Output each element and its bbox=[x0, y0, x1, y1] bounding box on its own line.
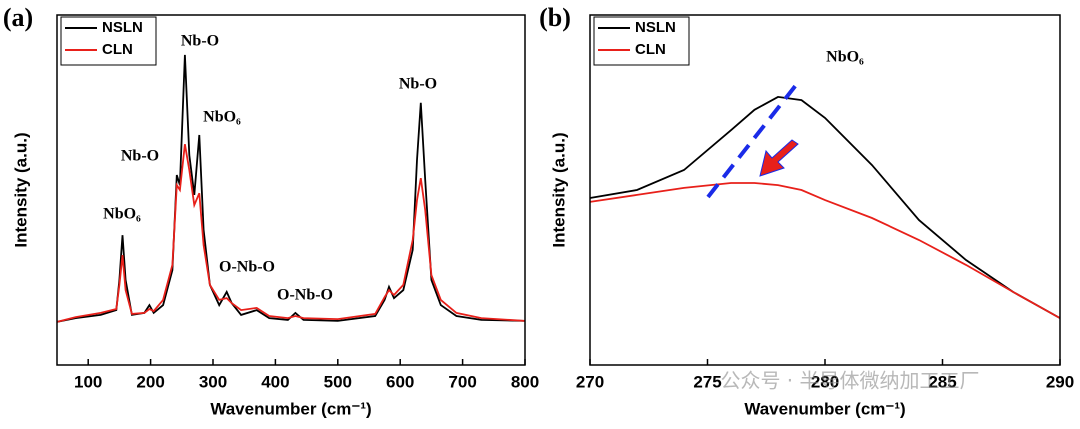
panel-label: (b) bbox=[539, 3, 571, 32]
legend-label: CLN bbox=[635, 41, 666, 58]
legend-label: CLN bbox=[102, 41, 133, 58]
plot-frame bbox=[589, 14, 1061, 366]
legend-box bbox=[593, 16, 690, 66]
x-tick-label: 800 bbox=[511, 372, 539, 391]
x-tick-label: 400 bbox=[261, 372, 289, 391]
x-tick-label: 275 bbox=[693, 372, 721, 391]
legend-label: NSLN bbox=[635, 19, 676, 36]
x-tick-label: 500 bbox=[324, 372, 352, 391]
panel-label: (a) bbox=[3, 3, 33, 32]
data-line bbox=[56, 144, 526, 323]
x-tick-label: 200 bbox=[136, 372, 164, 391]
x-tick-label: 100 bbox=[74, 372, 102, 391]
x-tick-label: 300 bbox=[199, 372, 227, 391]
peak-annotation: O-Nb-O bbox=[219, 259, 275, 276]
peak-annotation: O-Nb-O bbox=[277, 287, 333, 304]
peak-annotation: Nb-O bbox=[121, 148, 159, 165]
peak-annotation: NbO₆ bbox=[103, 206, 141, 223]
data-line bbox=[56, 54, 526, 323]
watermark: 公众号 · 半导体微纳加工工厂 bbox=[720, 369, 979, 393]
legend-box bbox=[60, 16, 157, 66]
peak-annotation: NbO₆ bbox=[203, 109, 241, 126]
y-axis-title: Intensity (a.u.) bbox=[549, 132, 568, 247]
x-tick-label: 270 bbox=[576, 372, 604, 391]
x-tick-label: 600 bbox=[386, 372, 414, 391]
peak-annotation: Nb-O bbox=[181, 33, 219, 50]
x-axis-title: Wavenumber (cm⁻¹) bbox=[744, 399, 905, 418]
legend-label: NSLN bbox=[102, 19, 143, 36]
x-tick-label: 280 bbox=[811, 372, 839, 391]
data-line bbox=[589, 182, 1061, 319]
x-tick-label: 700 bbox=[448, 372, 476, 391]
y-axis-title: Intensity (a.u.) bbox=[11, 132, 30, 247]
plot-frame bbox=[56, 14, 526, 366]
peak-annotation: NbO₆ bbox=[826, 49, 864, 66]
x-tick-label: 285 bbox=[928, 372, 956, 391]
arrow bbox=[759, 139, 799, 177]
x-axis-title: Wavenumber (cm⁻¹) bbox=[210, 399, 371, 418]
peak-annotation: Nb-O bbox=[399, 76, 437, 93]
x-tick-label: 290 bbox=[1046, 372, 1074, 391]
data-line bbox=[589, 95, 1061, 319]
